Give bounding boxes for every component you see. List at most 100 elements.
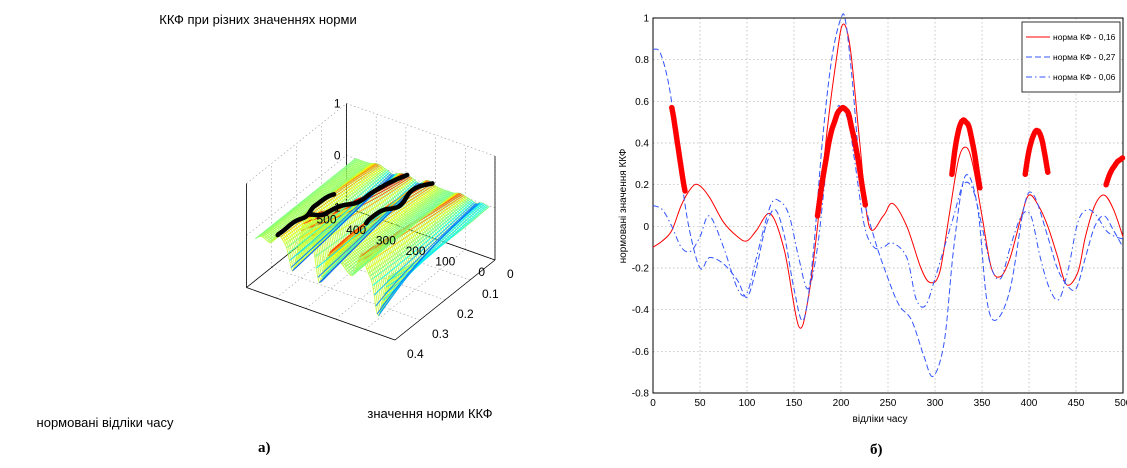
surface-column [385, 204, 487, 288]
y-tick-label: 0.4 [635, 139, 649, 150]
surface-column [265, 161, 367, 240]
panel-b-line-chart: 0 50 100 150 200 250 300 350 400 450 500 -0.8 -0.6 -0… [560, 0, 1127, 468]
surface-column [351, 192, 453, 276]
x-tick-label: 150 [786, 398, 803, 409]
highlight-segment-2 [814, 104, 869, 219]
x-tick-label: 250 [880, 398, 897, 409]
surface-tick-label: 1 [334, 97, 341, 111]
surface-column [366, 196, 468, 270]
surface-column [373, 202, 475, 296]
line-chart-y-axis-label: нормовані значення ККФ [618, 148, 629, 263]
ridge-highlight-3 [275, 192, 337, 238]
surface-title: ККФ при різних значеннях норми [159, 12, 356, 27]
ridge-highlight-2 [363, 181, 435, 226]
x-tick-label: 400 [1021, 398, 1038, 409]
y-tick-label: 0.6 [635, 97, 649, 108]
surface-column [375, 202, 477, 307]
legend-entry: норма КФ - 0,27 [1053, 52, 1116, 62]
x-tick-label: 50 [694, 398, 706, 409]
frame-line [246, 103, 347, 184]
y-tick-label: -0.2 [632, 264, 650, 275]
frame-line [335, 238, 436, 320]
frame-line [394, 259, 496, 341]
surface-tick-label: 300 [376, 234, 396, 248]
frame-line [246, 155, 347, 236]
surface-column [368, 197, 469, 274]
line-chart-x-axis-label: відліки часу [853, 414, 908, 425]
x-tick-label: 500 [1115, 398, 1127, 409]
surface-tick-label: 0 [507, 267, 514, 281]
surface-column [347, 190, 448, 273]
x-tick-label: 350 [974, 398, 991, 409]
surface-column [264, 161, 365, 239]
surface-tick-label: 0 [334, 149, 341, 163]
surface-column [314, 179, 416, 258]
y-tick-label: 1 [643, 14, 649, 25]
surface-column [259, 159, 361, 237]
line-chart-tick-labels: 0 50 100 150 200 250 300 350 400 450 500 -0.8 -0.6 -0… [632, 14, 1127, 410]
highlight-segment-3 [949, 117, 983, 192]
caption-b: б) [870, 442, 883, 458]
surface-column [376, 203, 478, 315]
panel-a-surface-plot: 0 0.1 0.2 0.3 0.4 0 100 200 300 400 500 -1 0 1 ККФ пр… [0, 0, 540, 468]
y-tick-label: -0.6 [632, 347, 650, 358]
surface-column [369, 198, 471, 277]
frame-line [346, 103, 496, 157]
caption-a: а) [258, 440, 271, 456]
surface-tick-label: 0.1 [482, 287, 499, 301]
line-chart-highlight-segments [669, 104, 1126, 219]
surface-tick-label: 0.4 [407, 347, 424, 361]
x-tick-label: 100 [739, 398, 756, 409]
surface-tick-label: 0 [478, 265, 485, 279]
series-line-1 [652, 23, 1124, 329]
surface-tick-label: 200 [406, 244, 426, 258]
surface-column [255, 158, 356, 240]
surface-ridge-highlights [275, 172, 435, 238]
surface-tick-label: 0.2 [457, 307, 474, 321]
y-tick-label: 0.2 [635, 180, 649, 191]
surface-column [287, 170, 389, 254]
surface-column [317, 182, 419, 278]
surface-column [350, 191, 451, 276]
surface-tick-label: 400 [346, 223, 366, 237]
frame-line [365, 249, 466, 330]
y-tick-label: 0 [643, 222, 649, 233]
surface-tick-labels: 0 0.1 0.2 0.3 0.4 0 100 200 300 400 500-1 0 1 [316, 97, 514, 362]
surface-column [315, 181, 417, 269]
surface-tick-label: 500 [316, 213, 336, 227]
surface-tick-label: 0.3 [432, 327, 449, 341]
surface-column [342, 189, 444, 266]
surface-plot-svg: 0 0.1 0.2 0.3 0.4 0 100 200 300 400 500-1 0 1 ККФ пр… [37, 12, 514, 430]
y-tick-label: 0.8 [635, 55, 649, 66]
line-chart-series [652, 13, 1124, 378]
ridge-highlight-1 [308, 172, 410, 218]
surface-column [311, 177, 413, 237]
surface-column [344, 189, 445, 268]
frame-line [246, 287, 396, 341]
series-line-3 [652, 105, 1124, 308]
x-tick-label: 0 [650, 398, 656, 409]
y-tick-label: -0.4 [632, 305, 650, 316]
legend-entry: норма КФ - 0,06 [1053, 72, 1116, 82]
surface-column [262, 160, 364, 238]
x-tick-label: 200 [833, 398, 850, 409]
surface-column [281, 166, 383, 240]
surface-column [258, 159, 359, 238]
series-line-2 [652, 13, 1124, 378]
x-tick-label: 300 [927, 398, 944, 409]
surface-column [283, 167, 384, 242]
surface-column [370, 199, 472, 281]
surface-column [341, 188, 442, 265]
y-tick-label: -0.8 [632, 389, 650, 400]
surface-column [280, 165, 381, 238]
surface-column [384, 203, 485, 295]
surface-column [339, 188, 441, 263]
surface-tick-label: 100 [435, 255, 455, 269]
line-chart-legend: норма КФ - 0,16 норма КФ - 0,27 норма КФ -… [1021, 21, 1121, 93]
surface-column [365, 195, 466, 265]
surface-x-axis-label: значення норми ККФ [367, 406, 492, 421]
surface-column [261, 160, 362, 237]
surface-y-axis-label: нормовані відліки часу [37, 415, 174, 430]
surface-column [345, 190, 447, 270]
